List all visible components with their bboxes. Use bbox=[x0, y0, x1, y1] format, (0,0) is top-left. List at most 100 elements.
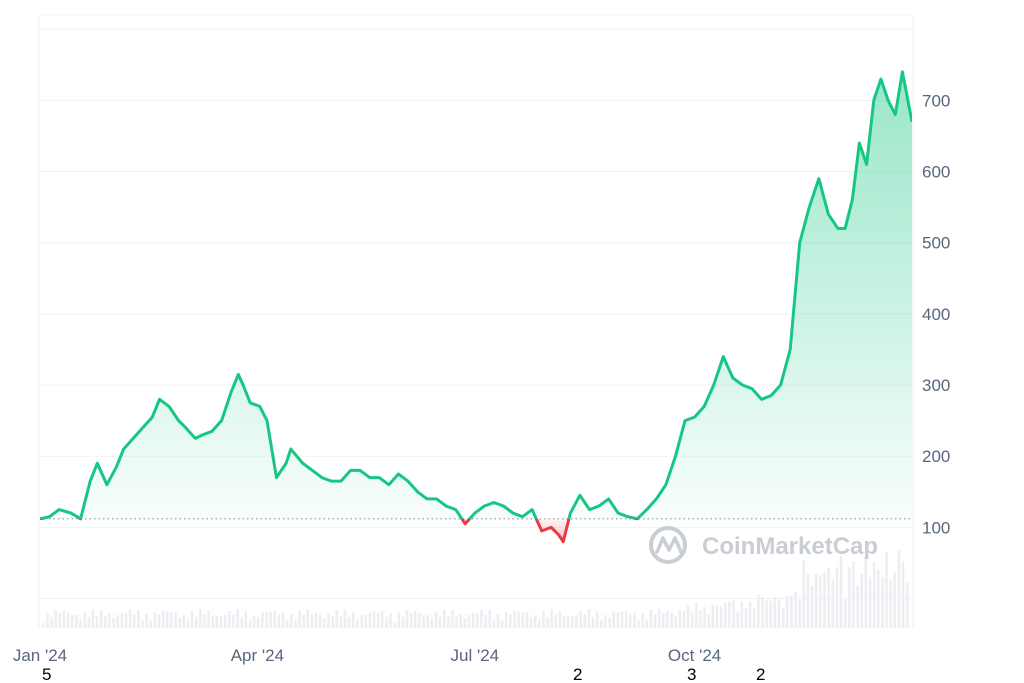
data-point bbox=[703, 405, 706, 408]
volume-bar bbox=[600, 619, 603, 627]
volume-bar bbox=[719, 606, 723, 627]
volume-bar bbox=[240, 617, 243, 627]
volume-bar bbox=[277, 614, 281, 627]
volume-bar bbox=[389, 613, 392, 627]
volume-bar bbox=[153, 612, 157, 627]
data-point bbox=[258, 405, 261, 408]
volume-bar bbox=[455, 616, 458, 627]
volume-bar bbox=[517, 611, 520, 627]
volume-bar bbox=[752, 608, 756, 627]
volume-bar bbox=[467, 614, 471, 627]
volume-bar bbox=[261, 612, 264, 627]
volume-bar bbox=[521, 612, 525, 627]
volume-bar bbox=[810, 585, 814, 627]
data-point bbox=[397, 473, 400, 476]
volume-bar bbox=[54, 610, 57, 627]
volume-bar bbox=[641, 613, 644, 627]
volume-bar bbox=[339, 616, 343, 627]
data-point bbox=[96, 462, 99, 465]
volume-bar bbox=[504, 612, 508, 627]
volume-bar bbox=[269, 611, 272, 627]
volume-bar bbox=[215, 616, 219, 627]
data-point bbox=[168, 405, 171, 408]
data-point bbox=[722, 355, 725, 358]
volume-bar bbox=[757, 595, 760, 627]
volume-bar bbox=[876, 569, 880, 627]
data-point bbox=[368, 476, 371, 479]
volume-bar bbox=[393, 622, 396, 627]
volume-bar bbox=[265, 612, 268, 627]
volume-bar bbox=[872, 561, 876, 627]
volume-bar bbox=[360, 614, 363, 627]
x-tick-label: Oct '24 bbox=[668, 646, 721, 665]
volume-bar bbox=[814, 573, 818, 627]
volume-bar bbox=[781, 608, 785, 627]
volume-bar bbox=[405, 610, 409, 627]
volume-bar bbox=[500, 620, 504, 627]
volume-bar bbox=[174, 612, 177, 627]
data-point bbox=[521, 515, 524, 518]
volume-bar bbox=[380, 610, 384, 627]
data-point bbox=[473, 512, 476, 515]
data-point bbox=[557, 533, 560, 536]
volume-bar bbox=[116, 615, 119, 627]
data-point bbox=[211, 430, 214, 433]
data-point bbox=[827, 213, 830, 216]
data-point bbox=[249, 401, 252, 404]
volume-bar bbox=[438, 616, 442, 627]
x-axis-ticks: Jan '24 Apr '24 Jul '24 Oct '24 bbox=[13, 646, 721, 665]
data-point bbox=[158, 398, 161, 401]
volume-bar bbox=[476, 613, 479, 627]
volume-bar bbox=[715, 605, 719, 627]
volume-bar bbox=[145, 614, 148, 627]
volume-bar bbox=[707, 613, 711, 627]
volume-bar bbox=[695, 603, 698, 627]
volume-bar bbox=[690, 612, 694, 627]
data-point bbox=[237, 373, 240, 376]
volume-bar bbox=[141, 619, 144, 627]
volume-bar bbox=[318, 615, 322, 627]
volume-bar bbox=[653, 614, 657, 627]
volume-bar bbox=[75, 615, 78, 627]
volume-bar bbox=[124, 613, 128, 627]
volume-bar bbox=[190, 610, 194, 627]
data-point bbox=[789, 348, 792, 351]
volume-bar bbox=[294, 619, 297, 627]
volume-bar bbox=[637, 620, 640, 627]
volume-bar bbox=[678, 610, 682, 627]
data-point bbox=[617, 512, 620, 515]
volume-bar bbox=[562, 615, 566, 627]
data-point bbox=[275, 476, 278, 479]
volume-bar bbox=[66, 612, 70, 627]
data-point bbox=[562, 540, 565, 543]
data-point bbox=[693, 416, 696, 419]
volume-bar bbox=[885, 552, 888, 627]
data-point bbox=[492, 501, 495, 504]
volume-bar bbox=[149, 620, 153, 627]
volume-bar bbox=[624, 610, 628, 627]
volume-bar bbox=[104, 616, 107, 627]
x-tick-label: Jul '24 bbox=[451, 646, 500, 665]
volume-bar bbox=[347, 617, 351, 627]
volume-bar bbox=[843, 599, 847, 627]
volume-bar bbox=[426, 615, 429, 627]
x-tick-label: Apr '24 bbox=[231, 646, 284, 665]
data-point bbox=[645, 508, 648, 511]
volume-bar bbox=[414, 610, 417, 627]
volume-bar bbox=[79, 618, 82, 627]
data-point bbox=[445, 505, 448, 508]
volume-bar bbox=[170, 612, 173, 627]
volume-bar bbox=[748, 601, 752, 627]
data-point bbox=[901, 70, 904, 73]
volume-bar bbox=[786, 595, 789, 627]
volume-bar bbox=[538, 618, 541, 627]
volume-bar bbox=[839, 556, 843, 627]
volume-bar bbox=[368, 612, 372, 627]
volume-bar bbox=[852, 562, 855, 627]
volume-bar bbox=[385, 617, 388, 627]
volume-bar bbox=[724, 602, 727, 627]
data-point bbox=[194, 437, 197, 440]
data-point bbox=[741, 384, 744, 387]
volume-bar bbox=[178, 617, 181, 627]
volume-bar bbox=[285, 620, 289, 627]
